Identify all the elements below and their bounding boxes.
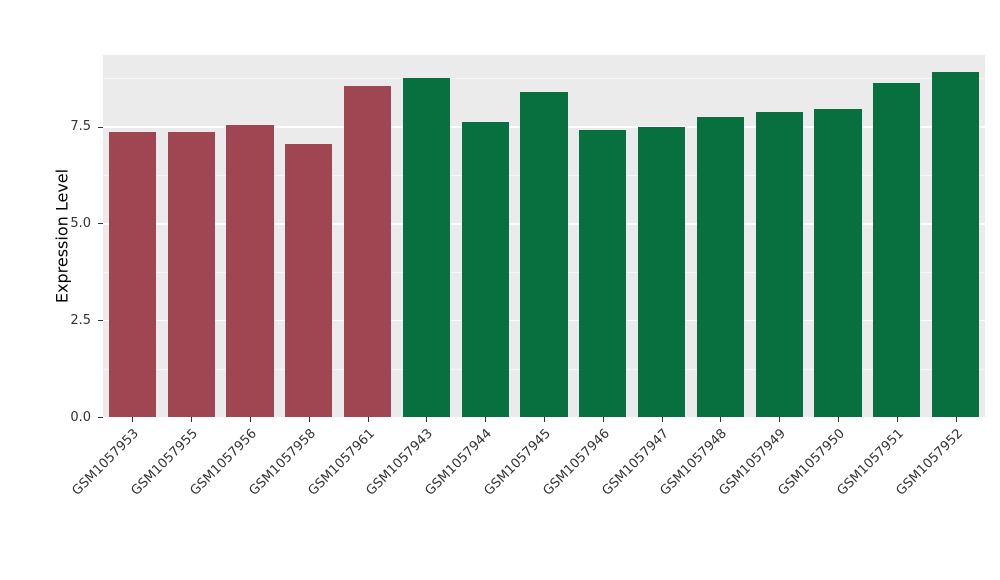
y-tick-label: 7.5 (70, 119, 91, 135)
x-tick-mark (661, 417, 663, 422)
bar-GSM1057947 (638, 127, 686, 417)
bar-GSM1057945 (520, 91, 568, 417)
bar-GSM1057950 (814, 109, 862, 417)
x-tick-mark (602, 417, 604, 422)
bar-GSM1057944 (461, 121, 509, 417)
y-tick-mark (98, 126, 103, 128)
minor-gridline (103, 78, 985, 80)
y-tick-label: 0.0 (70, 409, 91, 425)
x-tick-mark (485, 417, 487, 422)
x-tick-mark (426, 417, 428, 422)
x-tick-mark (191, 417, 193, 422)
y-tick-mark (98, 417, 103, 418)
bar-GSM1057961 (344, 85, 392, 417)
y-tick-mark (98, 320, 103, 322)
x-tick-mark (838, 417, 839, 422)
y-tick-mark (98, 223, 103, 225)
bar-GSM1057948 (696, 116, 744, 417)
x-tick-mark (955, 417, 957, 422)
bar-GSM1057955 (167, 132, 215, 417)
bar-GSM1057946 (579, 129, 627, 417)
bar-GSM1057953 (108, 132, 156, 417)
y-tick-label: 2.5 (70, 312, 91, 328)
x-tick-mark (250, 417, 251, 422)
x-tick-mark (367, 417, 369, 422)
bar-GSM1057949 (755, 112, 803, 417)
y-tick-label: 5.0 (70, 215, 91, 231)
y-axis-title: Expression Level (52, 168, 72, 304)
bar-GSM1057951 (873, 83, 921, 417)
x-tick-mark (720, 417, 722, 422)
plot-panel (103, 55, 985, 419)
bar-GSM1057952 (932, 72, 980, 417)
x-tick-mark (896, 417, 898, 422)
x-tick-mark (132, 417, 134, 422)
bar-GSM1057958 (285, 144, 333, 417)
x-tick-mark (544, 417, 545, 422)
bar-GSM1057943 (402, 78, 450, 417)
x-tick-mark (308, 417, 310, 422)
bar-GSM1057956 (226, 124, 274, 417)
x-tick-mark (779, 417, 781, 422)
